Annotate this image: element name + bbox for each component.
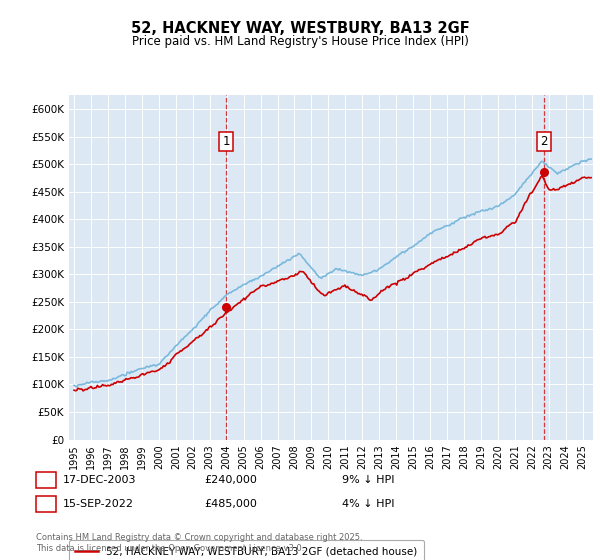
Text: 2: 2	[540, 135, 548, 148]
Text: 17-DEC-2003: 17-DEC-2003	[63, 475, 137, 485]
Text: Price paid vs. HM Land Registry's House Price Index (HPI): Price paid vs. HM Land Registry's House …	[131, 35, 469, 48]
Text: 15-SEP-2022: 15-SEP-2022	[63, 499, 134, 509]
Text: 52, HACKNEY WAY, WESTBURY, BA13 2GF: 52, HACKNEY WAY, WESTBURY, BA13 2GF	[131, 21, 469, 36]
Text: £240,000: £240,000	[204, 475, 257, 485]
Text: 4% ↓ HPI: 4% ↓ HPI	[342, 499, 395, 509]
Text: 2: 2	[43, 499, 49, 509]
Legend: 52, HACKNEY WAY, WESTBURY, BA13 2GF (detached house), HPI: Average price, detach: 52, HACKNEY WAY, WESTBURY, BA13 2GF (det…	[69, 540, 424, 560]
Text: 1: 1	[222, 135, 230, 148]
Text: £485,000: £485,000	[204, 499, 257, 509]
Text: 1: 1	[43, 475, 49, 485]
Text: Contains HM Land Registry data © Crown copyright and database right 2025.
This d: Contains HM Land Registry data © Crown c…	[36, 533, 362, 553]
Text: 9% ↓ HPI: 9% ↓ HPI	[342, 475, 395, 485]
